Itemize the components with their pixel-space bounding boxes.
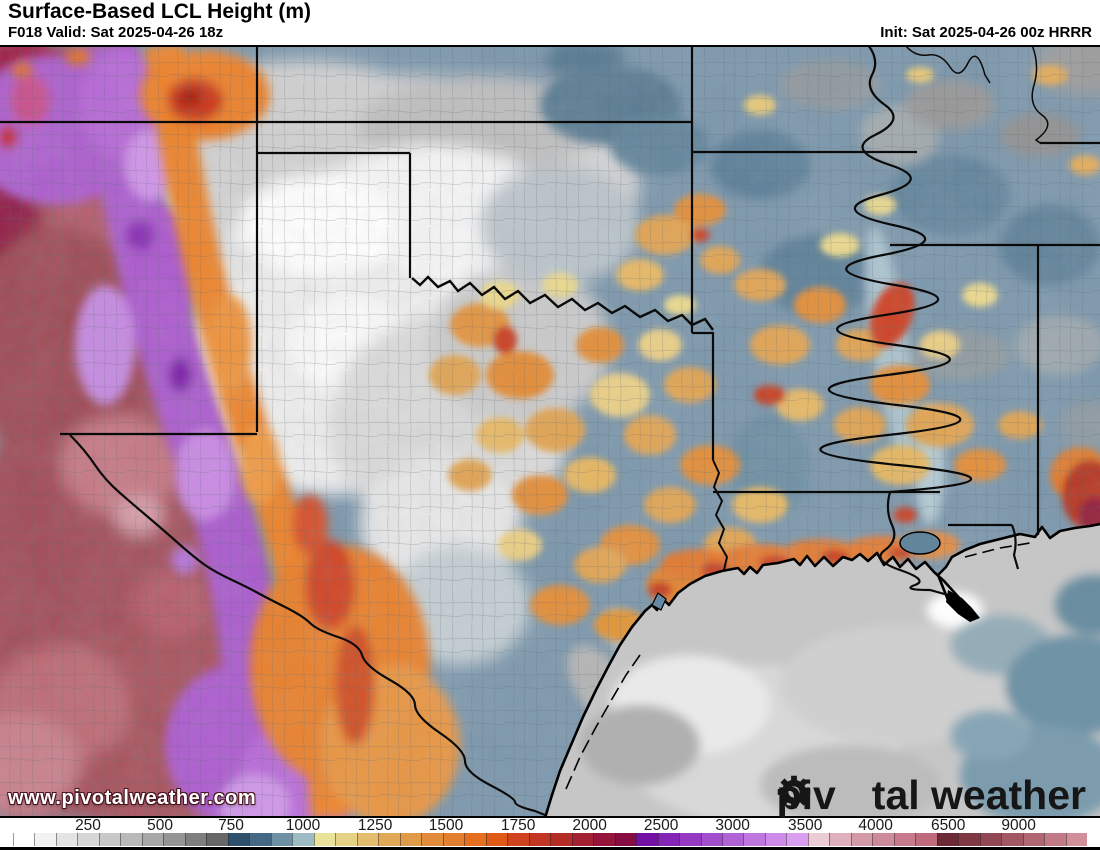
colorbar-segment	[850, 833, 873, 846]
colorbar-segment	[270, 833, 293, 846]
colorbar-segment	[1065, 833, 1088, 846]
colorbar-segment	[614, 833, 637, 846]
colorbar-segment	[13, 833, 35, 846]
colorbar-segment	[829, 833, 851, 846]
colorbar-segment	[421, 833, 443, 846]
colorbar-segment	[77, 833, 99, 846]
colorbar-segment	[55, 833, 78, 846]
gear-icon	[777, 775, 871, 815]
pivotal-weather-logo: piv	[777, 775, 1086, 816]
colorbar-segment	[721, 833, 744, 846]
colorbar-segment	[378, 833, 400, 846]
sabine-river	[712, 459, 729, 571]
map-canvas: www.pivotalweather.com piv	[0, 45, 1100, 818]
colorbar-segment	[184, 833, 207, 846]
colorbar-tick-labels: 250 500 750 1000 1250 1500 1750 2000 2500 3000 350…	[0, 817, 1100, 834]
colorbar-segment	[485, 833, 508, 846]
colorbar-tick-label: 250	[75, 817, 101, 834]
mississippi-delta	[946, 590, 980, 622]
colorbar-segment	[1022, 833, 1045, 846]
colorbar-tick-label: 4000	[858, 817, 893, 834]
map-bottom-border	[0, 816, 1100, 818]
gulf-coastline	[543, 522, 1100, 818]
colorbar-segment	[163, 833, 185, 846]
colorbar-segment	[786, 833, 808, 846]
map-top-border	[0, 45, 1100, 47]
logo-suffix: tal weather	[871, 772, 1086, 818]
colorbar-segment	[936, 833, 959, 846]
tennessee-river	[1031, 45, 1049, 144]
colorbar-segment	[98, 833, 121, 846]
colorbar-tick-label: 6500	[930, 817, 966, 834]
colorbar-scale	[13, 833, 1088, 846]
colorbar-segment	[120, 833, 142, 846]
colorbar-tick-label: 1500	[428, 817, 464, 834]
region-gulf	[545, 524, 1100, 818]
colorbar-segment	[227, 833, 250, 846]
colorbar-tick-label: 3500	[787, 817, 823, 834]
rio-grande	[69, 434, 546, 817]
colorbar-tick-label: 1000	[285, 817, 321, 834]
colorbar-segment	[872, 833, 894, 846]
colorbar-segment	[979, 833, 1002, 846]
colorbar-segment	[442, 833, 465, 846]
colorbar-tick-label: 1750	[500, 817, 536, 834]
colorbar: 250 500 750 1000 1250 1500 1750 2000 2500 3000 350…	[0, 817, 1100, 850]
page-title: Surface-Based LCL Height (m)	[8, 0, 311, 23]
watermark: www.pivotalweather.com	[8, 787, 257, 809]
barrier-islands	[565, 654, 641, 790]
red-river	[411, 275, 714, 331]
colorbar-segment	[636, 833, 658, 846]
colorbar-segment	[335, 833, 357, 846]
colorbar-bottom-strip	[0, 847, 1100, 850]
colorbar-segment	[399, 833, 422, 846]
colorbar-tick-label: 9000	[1001, 817, 1036, 834]
colorbar-tick-label: 2500	[643, 817, 679, 834]
colorbar-segment	[550, 833, 572, 846]
lake-pontchartrain	[899, 531, 941, 555]
model-init-label: Init: Sat 2025-04-26 00z HRRR	[880, 24, 1092, 41]
colorbar-segment	[206, 833, 228, 846]
colorbar-segment	[593, 833, 615, 846]
colorbar-segment	[764, 833, 787, 846]
colorbar-segment	[893, 833, 916, 846]
colorbar-tick-label: 1250	[357, 817, 393, 834]
colorbar-segment	[249, 833, 271, 846]
colorbar-segment	[356, 833, 379, 846]
colorbar-segment	[657, 833, 680, 846]
colorbar-segment	[528, 833, 551, 846]
mississippi-river	[819, 45, 973, 597]
colorbar-segment	[571, 833, 594, 846]
forecast-valid-label: F018 Valid: Sat 2025-04-26 18z	[8, 24, 224, 41]
colorbar-segment	[743, 833, 765, 846]
header: Surface-Based LCL Height (m) F018 Valid:…	[0, 0, 1100, 45]
colorbar-segment	[292, 833, 314, 846]
colorbar-tick-label: 3000	[715, 817, 750, 834]
colorbar-tick-label: 750	[218, 817, 244, 834]
colorbar-segment	[915, 833, 937, 846]
colorbar-segment	[313, 833, 336, 846]
colorbar-segment	[34, 833, 56, 846]
rivers	[69, 45, 1049, 817]
lcl-height-field	[0, 45, 1100, 818]
colorbar-segment	[464, 833, 486, 846]
galveston-bay	[651, 592, 667, 611]
colorbar-segment	[507, 833, 529, 846]
ohio-river	[904, 45, 991, 84]
colorbar-segment	[679, 833, 701, 846]
colorbar-segment	[1001, 833, 1023, 846]
colorbar-segment	[1044, 833, 1066, 846]
colorbar-segment	[958, 833, 980, 846]
colorbar-segment	[700, 833, 722, 846]
colorbar-tick-label: 2000	[572, 817, 607, 834]
colorbar-tick-label: 500	[147, 817, 173, 834]
ms-coast-islands	[964, 542, 1031, 558]
colorbar-segment	[141, 833, 164, 846]
state-borders	[0, 45, 1100, 570]
colorbar-segment	[807, 833, 830, 846]
